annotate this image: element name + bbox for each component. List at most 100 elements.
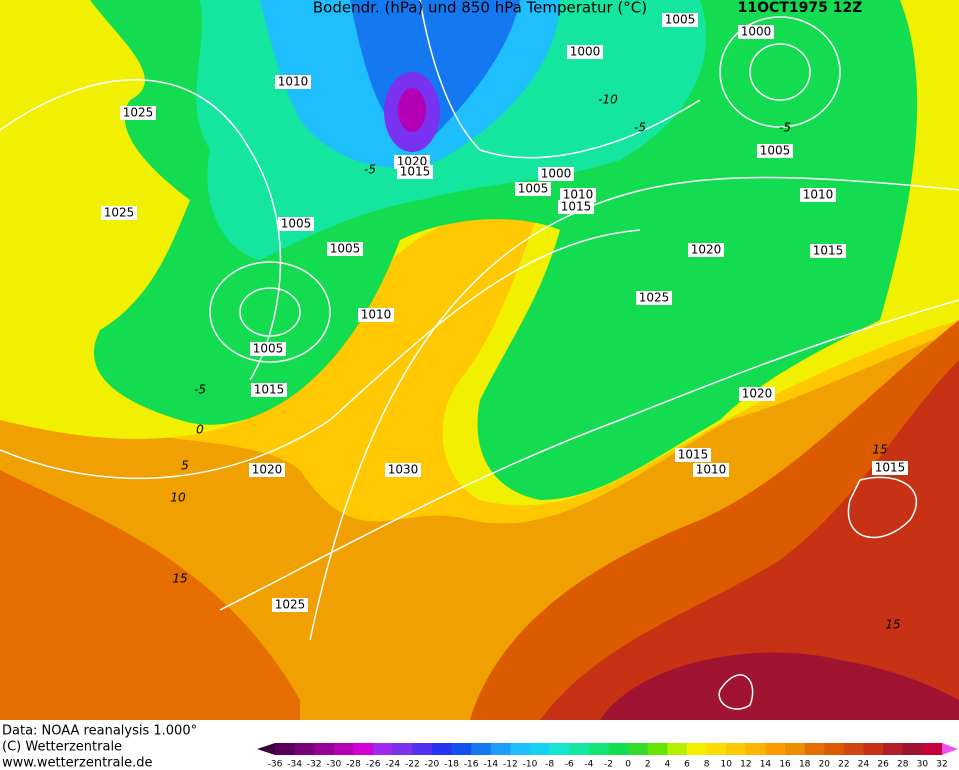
colorbar-swatch — [530, 743, 551, 755]
temperature-label: -10 — [598, 93, 618, 107]
isobar-label: 1015 — [561, 200, 592, 214]
colorbar-tick-label: -12 — [503, 760, 518, 770]
isobar-label-box — [275, 75, 311, 89]
colorbar-tick-label: 10 — [720, 760, 732, 770]
colorbar-swatch — [490, 743, 511, 755]
colorbar-tick-label: 32 — [936, 760, 947, 770]
colorbar-tick-label: -26 — [366, 760, 381, 770]
temperature-label: 15 — [872, 443, 887, 457]
isobar-label: 1000 — [741, 25, 772, 39]
isobar-label-box — [567, 45, 603, 59]
isobar-label: 1020 — [691, 243, 722, 257]
isobar-label-box — [249, 463, 285, 477]
colorbar-swatch — [333, 743, 354, 755]
colorbar-tick-label: -4 — [584, 760, 593, 770]
colorbar-tick-label: 6 — [684, 760, 690, 770]
isobar-label: 1025 — [123, 106, 154, 120]
colorbar-swatch — [785, 743, 806, 755]
isobar-label-box — [739, 387, 775, 401]
colorbar-swatch — [608, 743, 629, 755]
isobar-label-box — [800, 188, 836, 202]
isobar-label: 1015 — [400, 165, 431, 179]
isobar-label: 1000 — [541, 167, 572, 181]
colorbar-swatch — [569, 743, 590, 755]
colorbar-tick-label: 14 — [760, 760, 772, 770]
colorbar-tick-label: -6 — [565, 760, 574, 770]
map-date: 11OCT1975 12Z — [738, 0, 863, 16]
isobar-label-box — [358, 308, 394, 322]
colorbar-tick-label: 2 — [645, 760, 651, 770]
map-background — [0, 0, 959, 720]
isobar-label-box — [385, 463, 421, 477]
colorbar-swatch — [431, 743, 453, 755]
temperature-label: -5 — [634, 121, 646, 135]
colorbar-tick-label: 24 — [858, 760, 870, 770]
colorbar-tick-label: -30 — [327, 760, 342, 770]
temperature-label: 15 — [172, 572, 187, 586]
isobar-label-box — [675, 448, 711, 462]
isobar-label: 1020 — [252, 463, 283, 477]
colorbar-tick-label: 16 — [779, 760, 791, 770]
isobar-label: 1015 — [254, 383, 285, 397]
isobar-label-box — [272, 598, 308, 612]
isobar-label-box — [397, 165, 433, 179]
isobar-label: 1005 — [281, 217, 312, 231]
isobar-label: 1005 — [518, 182, 549, 196]
colorbar-tick-label: 18 — [799, 760, 811, 770]
colorbar-swatch — [922, 743, 943, 755]
colorbar-swatch — [686, 743, 708, 755]
colorbar-tick-label: -28 — [346, 760, 361, 770]
colorbar-swatch — [667, 743, 688, 755]
colorbar-swatch — [588, 743, 609, 755]
colorbar-tick-label: -34 — [287, 760, 302, 770]
isobar-label: 1020 — [742, 387, 773, 401]
isobar-label: 1005 — [665, 13, 696, 27]
colorbar-tick-label: -20 — [425, 760, 440, 770]
colorbar-tick-label: -36 — [268, 760, 283, 770]
colorbar-swatch — [765, 743, 786, 755]
colorbar-swatch — [628, 743, 649, 755]
colorbar-tick-label: -10 — [523, 760, 538, 770]
colorbar-tick-label: -22 — [405, 760, 420, 770]
isobar-label: 1005 — [760, 144, 791, 158]
colorbar-swatch — [647, 743, 668, 755]
temperature-label: -5 — [364, 163, 376, 177]
colorbar-tick-label: 4 — [664, 760, 670, 770]
colorbar-tick-label: -8 — [545, 760, 554, 770]
colorbar-swatch — [412, 743, 433, 755]
isobar-label: 1025 — [275, 598, 306, 612]
colorbar-swatch — [549, 743, 570, 755]
isobar-label-box — [515, 182, 551, 196]
colorbar-arrow-right — [942, 743, 958, 755]
source-note: Data: NOAA reanalysis 1.000° — [2, 724, 197, 739]
temperature-label: 5 — [181, 459, 189, 473]
colorbar-swatch — [902, 743, 923, 755]
isobar-label-box — [538, 167, 574, 181]
isobar-label: 1010 — [563, 188, 594, 202]
isobar-label: 1015 — [875, 461, 906, 475]
isobar-label-box — [688, 243, 724, 257]
url: www.wetterzentrale.de — [2, 756, 152, 770]
colorbar-tick-label: 30 — [917, 760, 929, 770]
isobar-label-box — [278, 217, 314, 231]
isobar-label-box — [662, 13, 698, 27]
isobar-label: 1030 — [388, 463, 419, 477]
isobar-label-box — [251, 383, 287, 397]
temperature-label: 0 — [196, 423, 204, 437]
isobar-label: 1025 — [639, 291, 670, 305]
colorbar-tick-label: 26 — [877, 760, 889, 770]
colorbar-swatch — [883, 743, 904, 755]
colorbar-tick-label: 0 — [625, 760, 631, 770]
temperature-label: 10 — [170, 491, 186, 505]
isobar-label-box — [327, 242, 363, 256]
colorbar-swatch — [824, 743, 845, 755]
isobar-label-box — [120, 106, 156, 120]
colorbar-swatch — [275, 743, 296, 755]
isobar-label-box — [560, 188, 596, 202]
isobar-label: 1010 — [803, 188, 834, 202]
isobar-label: 1015 — [813, 244, 844, 258]
isobar-label: 1015 — [678, 448, 709, 462]
temperature-label: 15 — [885, 618, 900, 632]
